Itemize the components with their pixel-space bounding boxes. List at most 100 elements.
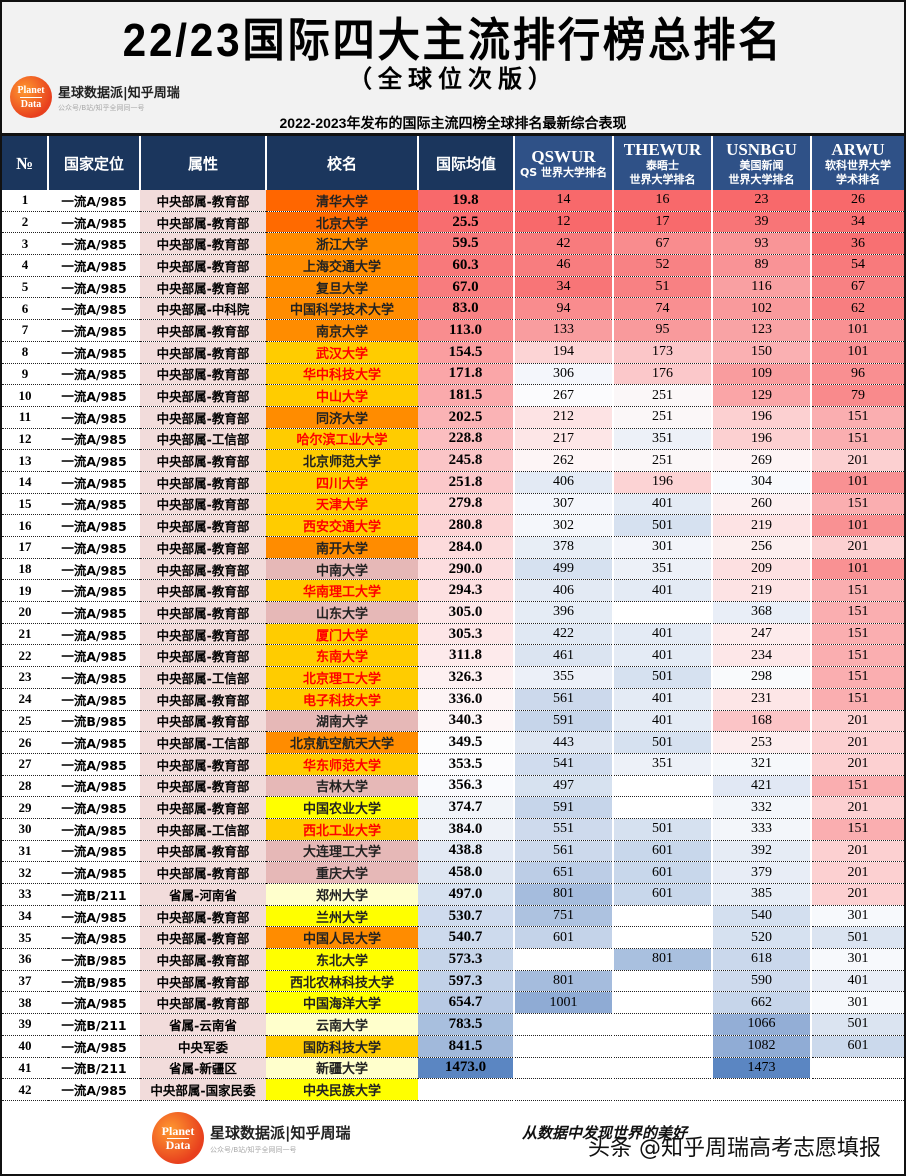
rank-number: 35 <box>2 926 48 950</box>
usn-rank: 150 <box>712 341 812 364</box>
qs-rank: 499 <box>514 558 614 581</box>
qs-rank <box>514 1035 614 1058</box>
usn-rank: 298 <box>712 666 812 689</box>
table-row: 31 一流A/985 中央部属-教育部 大连理工大学 438.8 561 601 392 201 <box>2 840 904 863</box>
usn-rank: 116 <box>712 276 812 299</box>
rank-number: 20 <box>2 601 48 624</box>
rank-number: 29 <box>2 796 48 819</box>
usn-rank: 304 <box>712 471 812 494</box>
table-row: 8 一流A/985 中央部属-教育部 武汉大学 154.5 194 173 150 101 <box>2 341 904 364</box>
school-name: 湖南大学 <box>266 710 418 733</box>
arwu-rank: 201 <box>811 731 904 754</box>
rank-number: 39 <box>2 1013 48 1036</box>
col-header-qs: QSWUR QS 世界大学排名 <box>514 133 614 190</box>
the-rank: 501 <box>613 514 713 537</box>
table-row: 13 一流A/985 中央部属-教育部 北京师范大学 245.8 262 251 269 201 <box>2 449 904 472</box>
school-name: 西安交通大学 <box>266 514 418 537</box>
country-position: 一流A/985 <box>48 558 140 581</box>
rank-number: 14 <box>2 471 48 494</box>
international-average: 326.3 <box>418 666 515 689</box>
attribute: 中央部属-教育部 <box>140 840 266 863</box>
logo-text-bottom: Data <box>165 1137 191 1152</box>
table-body: 1 一流A/985 中央部属-教育部 清华大学 19.8 14 16 23 26 2 一流A/985… <box>2 190 904 1101</box>
table-row: 17 一流A/985 中央部属-教育部 南开大学 284.0 378 301 256 201 <box>2 536 904 559</box>
table-row: 29 一流A/985 中央部属-教育部 中国农业大学 374.7 591 332 201 <box>2 796 904 819</box>
rank-number: 36 <box>2 948 48 971</box>
the-rank <box>613 796 713 819</box>
the-rank: 401 <box>613 688 713 711</box>
attribute: 省属-新疆区 <box>140 1057 266 1080</box>
qs-rank: 1001 <box>514 991 614 1015</box>
country-position: 一流A/985 <box>48 753 140 776</box>
attribute: 中央部属-教育部 <box>140 384 266 407</box>
attribute: 中央部属-教育部 <box>140 232 266 256</box>
international-average: 290.0 <box>418 558 515 581</box>
the-rank: 501 <box>613 731 713 754</box>
school-name: 上海交通大学 <box>266 254 418 277</box>
international-average: 384.0 <box>418 818 515 841</box>
usn-rank: 421 <box>712 775 812 798</box>
qs-rank: 94 <box>514 297 614 321</box>
qs-rank: 262 <box>514 449 614 472</box>
usn-rank: 93 <box>712 232 812 256</box>
table-row: 39 一流B/211 省属-云南省 云南大学 783.5 1066 501 <box>2 1013 904 1036</box>
country-position: 一流A/985 <box>48 905 140 928</box>
brand-subtext: 公众号/B站/知乎全网同一号 <box>210 1145 297 1154</box>
arwu-rank: 151 <box>811 579 904 603</box>
arwu-rank: 79 <box>811 384 904 407</box>
attribute: 中央部属-教育部 <box>140 341 266 364</box>
attribute: 中央部属-教育部 <box>140 948 266 971</box>
arwu-rank: 26 <box>811 190 904 212</box>
school-name: 西北工业大学 <box>266 818 418 841</box>
qs-rank: 561 <box>514 688 614 711</box>
attribute: 中央军委 <box>140 1035 266 1058</box>
table-row: 34 一流A/985 中央部属-教育部 兰州大学 530.7 751 540 301 <box>2 905 904 928</box>
usn-rank: 129 <box>712 384 812 407</box>
attribute: 中央部属-教育部 <box>140 211 266 234</box>
qs-rank <box>514 1057 614 1080</box>
col-header-arwu: ARWU 软科世界大学 学术排名 <box>811 133 904 190</box>
school-name: 电子科技大学 <box>266 688 418 711</box>
attribute: 中央部属-教育部 <box>140 688 266 711</box>
table-row: 18 一流A/985 中央部属-教育部 中南大学 290.0 499 351 209 101 <box>2 558 904 581</box>
usn-rank: 247 <box>712 623 812 646</box>
country-position: 一流A/985 <box>48 406 140 429</box>
the-rank <box>613 1013 713 1036</box>
country-position: 一流A/985 <box>48 644 140 668</box>
rank-number: 18 <box>2 558 48 581</box>
attribute: 中央部属-教育部 <box>140 276 266 299</box>
the-rank: 601 <box>613 840 713 863</box>
attribute: 中央部属-教育部 <box>140 579 266 603</box>
country-position: 一流A/985 <box>48 232 140 256</box>
school-name: 云南大学 <box>266 1013 418 1036</box>
attribute: 省属-河南省 <box>140 883 266 906</box>
arwu-rank: 501 <box>811 1013 904 1036</box>
school-name: 南开大学 <box>266 536 418 559</box>
rank-number: 11 <box>2 406 48 429</box>
qs-rank: 422 <box>514 623 614 646</box>
qs-rank: 801 <box>514 883 614 906</box>
attribute: 中央部属-中科院 <box>140 297 266 321</box>
qs-rank: 651 <box>514 861 614 884</box>
usn-rank: 385 <box>712 883 812 906</box>
col-header-attribute: 属性 <box>140 133 267 190</box>
logo-text-top: Planet <box>17 84 45 96</box>
rank-number: 27 <box>2 753 48 776</box>
usn-rank: 379 <box>712 861 812 884</box>
arwu-rank: 201 <box>811 840 904 863</box>
usn-rank: 1473 <box>712 1057 812 1080</box>
the-rank: 67 <box>613 232 713 256</box>
usn-rank: 231 <box>712 688 812 711</box>
school-name: 武汉大学 <box>266 341 418 364</box>
arwu-rank: 301 <box>811 905 904 928</box>
usn-rank: 234 <box>712 644 812 668</box>
attribute: 中央部属-教育部 <box>140 796 266 819</box>
logo-text-bottom: Data <box>20 98 42 110</box>
international-average: 228.8 <box>418 428 515 451</box>
rank-number: 37 <box>2 970 48 993</box>
rank-number: 21 <box>2 623 48 646</box>
table-row: 37 一流B/985 中央部属-教育部 西北农林科技大学 597.3 801 590 401 <box>2 970 904 993</box>
international-average: 438.8 <box>418 840 515 863</box>
usn-rank: 89 <box>712 254 812 277</box>
qs-rank: 396 <box>514 601 614 624</box>
